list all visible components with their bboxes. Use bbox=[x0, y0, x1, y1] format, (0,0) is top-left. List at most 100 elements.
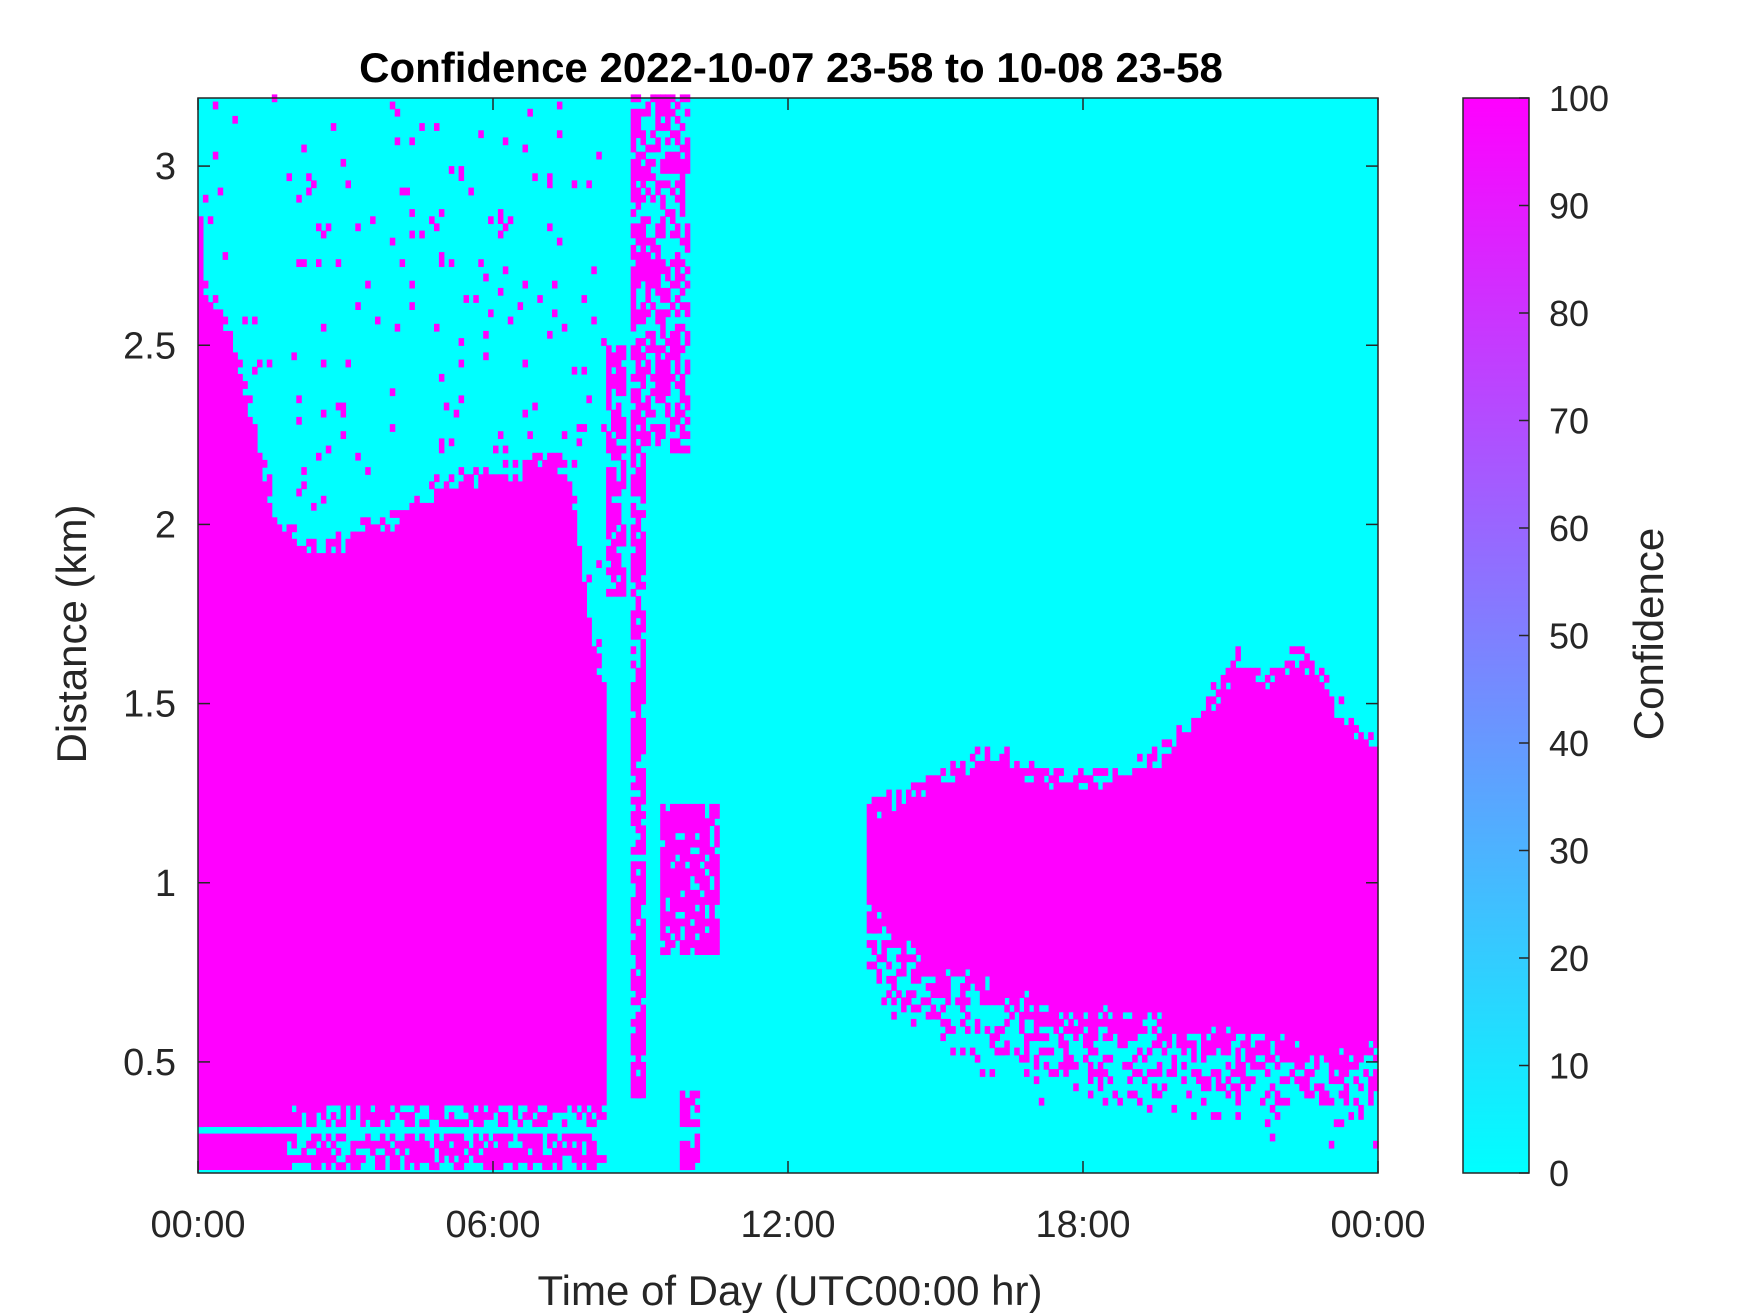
heatmap-cell-run bbox=[630, 940, 637, 955]
heatmap-cell-run bbox=[881, 997, 887, 1006]
heatmap-cell-run bbox=[704, 818, 710, 855]
heatmap-cell-run bbox=[989, 760, 996, 1006]
heatmap-cell-run bbox=[404, 187, 410, 196]
heatmap-cell-run bbox=[330, 1155, 337, 1163]
heatmap-cell-run bbox=[1240, 667, 1246, 1034]
heatmap-cell-run bbox=[1186, 732, 1192, 1034]
heatmap-cell-run bbox=[1028, 782, 1035, 1006]
heatmap-cell-run bbox=[1038, 1011, 1045, 1027]
heatmap-cell-run bbox=[247, 1133, 253, 1170]
heatmap-cell-run bbox=[684, 416, 691, 425]
heatmap-cell-run bbox=[655, 223, 661, 239]
heatmap-cell-run bbox=[640, 352, 646, 361]
heatmap-cell-run bbox=[969, 1047, 976, 1056]
heatmap-cell-run bbox=[989, 1033, 996, 1049]
heatmap-cell-run bbox=[517, 1119, 524, 1128]
heatmap-cell-run bbox=[611, 438, 617, 461]
heatmap-cell-run bbox=[635, 1011, 642, 1070]
heatmap-cell-run bbox=[453, 1133, 460, 1156]
heatmap-cell-run bbox=[1142, 1076, 1148, 1085]
heatmap-cell-run bbox=[645, 158, 651, 181]
heatmap-cell-run bbox=[684, 1097, 691, 1128]
heatmap-cell-run bbox=[493, 474, 499, 1113]
heatmap-cell-run bbox=[989, 1069, 996, 1077]
heatmap-cell-run bbox=[940, 1033, 946, 1042]
heatmap-cell-run bbox=[866, 803, 873, 905]
heatmap-cell-run bbox=[635, 1076, 642, 1099]
heatmap-cell-run bbox=[566, 481, 573, 1106]
heatmap-cell-run bbox=[212, 151, 219, 160]
heatmap-cell-run bbox=[655, 309, 661, 325]
heatmap-cell-run bbox=[1338, 1054, 1345, 1085]
heatmap-cell-run bbox=[645, 252, 651, 303]
heatmap-cell-run bbox=[866, 911, 873, 934]
heatmap-cell-run bbox=[360, 1155, 366, 1163]
heatmap-cell-run bbox=[478, 130, 484, 139]
y-tick-label: 1.5 bbox=[123, 684, 176, 726]
heatmap-cell-run bbox=[1284, 674, 1291, 1063]
heatmap-cell-run bbox=[434, 223, 440, 232]
heatmap-cell-run bbox=[1235, 667, 1241, 1034]
heatmap-cell-run bbox=[1269, 1054, 1276, 1063]
heatmap-cell-run bbox=[291, 1133, 297, 1149]
heatmap-cell-run bbox=[581, 424, 587, 432]
heatmap-cell-run bbox=[1161, 753, 1168, 1042]
heatmap-cell-run bbox=[601, 682, 607, 1106]
heatmap-cell-run bbox=[434, 1162, 440, 1171]
heatmap-cell-run bbox=[291, 524, 297, 533]
heatmap-cell-run bbox=[409, 1133, 415, 1163]
heatmap-cell-run bbox=[316, 1147, 322, 1170]
heatmap-cell-run bbox=[1171, 746, 1177, 1034]
heatmap-cell-run bbox=[419, 1133, 425, 1163]
heatmap-cell-run bbox=[1348, 1061, 1354, 1070]
heatmap-cell-run bbox=[699, 868, 705, 891]
heatmap-cell-run bbox=[670, 438, 676, 454]
heatmap-cell-run bbox=[1314, 674, 1320, 1070]
heatmap-cell-run bbox=[325, 538, 332, 1106]
heatmap-cell-run bbox=[684, 280, 691, 289]
heatmap-cell-run bbox=[679, 259, 686, 267]
heatmap-cell-run bbox=[286, 1133, 292, 1142]
heatmap-cell-run bbox=[1151, 1026, 1158, 1034]
heatmap-cell-run bbox=[1279, 667, 1286, 1034]
heatmap-cell-run bbox=[1348, 1112, 1354, 1120]
heatmap-cell-run bbox=[281, 1133, 288, 1170]
heatmap-cell-run bbox=[458, 166, 465, 181]
heatmap-cell-run bbox=[1309, 660, 1315, 1056]
heatmap-cell-run bbox=[399, 510, 406, 1106]
heatmap-cell-run bbox=[709, 846, 715, 877]
heatmap-cell-run bbox=[655, 180, 661, 196]
heatmap-cell-run bbox=[630, 610, 637, 640]
heatmap-cell-run bbox=[1087, 1061, 1094, 1084]
heatmap-cell-run bbox=[527, 431, 533, 439]
heatmap-cell-run bbox=[640, 194, 646, 203]
heatmap-cell-run bbox=[217, 309, 224, 1127]
heatmap-cell-run bbox=[660, 345, 666, 354]
heatmap-cell-run bbox=[502, 1133, 509, 1163]
heatmap-cell-run bbox=[1137, 1047, 1143, 1056]
heatmap-cell-run bbox=[468, 474, 474, 1120]
heatmap-cell-run bbox=[606, 345, 612, 411]
heatmap-cell-run bbox=[640, 130, 646, 146]
heatmap-cell-run bbox=[488, 309, 494, 318]
heatmap-cell-run bbox=[630, 796, 637, 805]
heatmap-cell-run bbox=[217, 1133, 224, 1170]
heatmap-cell-run bbox=[1294, 1076, 1300, 1085]
heatmap-cell-run bbox=[591, 316, 597, 325]
heatmap-cell-run bbox=[645, 237, 651, 246]
colorbar-tick-label: 40 bbox=[1549, 723, 1589, 764]
heatmap-cell-run bbox=[1132, 1090, 1138, 1099]
heatmap-cell-run bbox=[443, 1119, 450, 1128]
heatmap-cell-run bbox=[1284, 1076, 1291, 1085]
heatmap-cell-run bbox=[257, 1133, 263, 1170]
heatmap-cell-run bbox=[1250, 1076, 1256, 1085]
heatmap-cell-run bbox=[679, 1090, 686, 1127]
heatmap-cell-run bbox=[478, 259, 484, 267]
heatmap-cell-run bbox=[635, 538, 642, 590]
heatmap-cell-run bbox=[655, 424, 661, 447]
heatmap-cell-run bbox=[611, 538, 617, 583]
heatmap-cell-run bbox=[434, 1133, 440, 1149]
heatmap-cell-run bbox=[365, 280, 371, 289]
heatmap-cell-run bbox=[576, 424, 583, 432]
heatmap-cell-run bbox=[709, 889, 715, 955]
